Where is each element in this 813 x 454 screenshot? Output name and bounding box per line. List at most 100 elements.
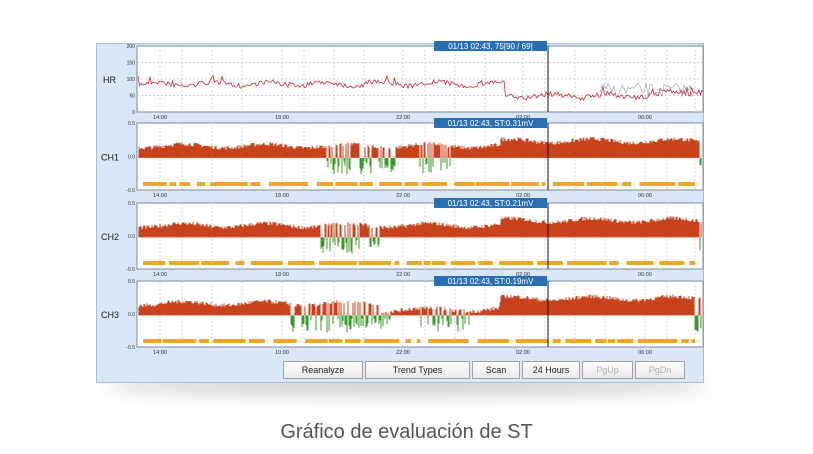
event-mark: [678, 182, 695, 186]
event-mark: [235, 261, 245, 265]
hr-trace: [137, 74, 703, 102]
cursor-readout: 01/13 02:43, ST:0.31mV: [448, 119, 535, 128]
cursor-readout: 01/13 02:43, ST:0.21mV: [448, 199, 535, 208]
event-mark: [637, 339, 678, 343]
readout-box: [434, 276, 547, 286]
y-tick-label: -0.5: [126, 345, 135, 351]
event-mark: [394, 261, 400, 265]
event-mark: [170, 182, 177, 186]
event-mark: [621, 182, 632, 186]
event-mark: [478, 261, 493, 265]
event-mark: [328, 339, 343, 343]
event-mark: [617, 339, 634, 343]
pgdn-button[interactable]: PgDn: [635, 361, 685, 379]
x-tick-label: 02:00: [516, 350, 530, 356]
y-tick-label: 0.0: [128, 234, 135, 240]
x-tick-label: 14:00: [153, 272, 167, 278]
y-tick-label: 0: [132, 110, 135, 116]
event-mark: [379, 182, 402, 186]
x-tick-label: 18:00: [275, 193, 289, 199]
event-mark: [552, 339, 561, 343]
x-tick-label: 22:00: [396, 115, 410, 121]
event-mark: [213, 339, 246, 343]
trend-panel-hr: HR20015010050014:0018:0022:0002:0006:000…: [103, 41, 704, 121]
y-tick-label: 0.5: [128, 201, 135, 207]
event-mark: [428, 339, 469, 343]
scan-button[interactable]: Scan: [472, 361, 520, 379]
event-mark: [477, 339, 510, 343]
x-tick-label: 18:00: [275, 272, 289, 278]
event-mark: [305, 339, 328, 343]
event-mark: [179, 182, 190, 186]
x-tick-label: 18:00: [275, 115, 289, 121]
reanalyze-button[interactable]: Reanalyze: [283, 361, 363, 379]
event-mark: [609, 261, 619, 265]
x-tick-label: 02:00: [516, 193, 530, 199]
readout-box: [434, 198, 547, 208]
event-mark: [250, 261, 283, 265]
event-mark: [162, 339, 197, 343]
event-mark: [201, 261, 230, 265]
24-hours-button[interactable]: 24 Hours: [522, 361, 580, 379]
event-mark: [358, 261, 392, 265]
event-mark: [566, 261, 607, 265]
y-tick-label: 0.5: [128, 121, 135, 127]
event-mark: [689, 261, 695, 265]
event-mark: [626, 261, 654, 265]
event-mark: [475, 182, 510, 186]
event-mark: [607, 339, 616, 343]
event-mark: [541, 182, 546, 186]
event-mark: [168, 261, 200, 265]
event-mark: [691, 339, 695, 343]
channel-label: CH1: [101, 153, 119, 163]
cursor-readout: 01/13 02:43, ST:0.19mV: [448, 277, 535, 286]
y-tick-label: 0.0: [128, 155, 135, 161]
event-mark: [198, 339, 209, 343]
event-mark: [364, 339, 400, 343]
trend-types-button[interactable]: Trend Types: [365, 361, 470, 379]
event-mark: [639, 182, 676, 186]
event-mark: [196, 182, 206, 186]
plot-area: [136, 45, 704, 113]
channel-label: HR: [103, 75, 116, 85]
event-mark: [416, 339, 421, 343]
event-mark: [404, 182, 419, 186]
event-mark: [595, 339, 607, 343]
event-mark: [273, 339, 297, 343]
x-tick-label: 10:00: [275, 350, 289, 356]
x-tick-label: 02:00: [516, 272, 530, 278]
y-tick-label: 150: [127, 61, 136, 67]
readout-box: [434, 118, 547, 128]
event-mark: [586, 182, 618, 186]
channel-label: CH2: [101, 232, 119, 242]
trend-panel-ch1: CH1 0.5 0.0 -0.5 14:00 18:00 22:00 02:00 06:00 01…: [101, 118, 704, 199]
figure-caption: Gráfico de evaluación de ST: [280, 421, 533, 443]
x-tick-label: 06:00: [638, 350, 652, 356]
pgup-button[interactable]: PgUp: [582, 361, 633, 379]
y-tick-label: -0.5: [126, 267, 135, 273]
event-mark: [552, 182, 585, 186]
event-mark: [345, 339, 361, 343]
event-mark: [359, 182, 373, 186]
x-tick-label: 14:00: [153, 193, 167, 199]
event-mark: [499, 261, 534, 265]
x-tick-label: 06:00: [638, 115, 652, 121]
x-tick-label: 06:00: [638, 193, 652, 199]
event-mark: [406, 261, 422, 265]
event-mark: [143, 339, 162, 343]
channel-label: CH3: [101, 310, 119, 320]
x-tick-label: 22:00: [396, 272, 410, 278]
event-mark: [659, 261, 685, 265]
event-mark: [248, 339, 265, 343]
event-mark: [288, 261, 315, 265]
event-mark: [454, 182, 475, 186]
event-mark: [335, 182, 358, 186]
y-tick-label: 50: [129, 94, 135, 100]
event-mark: [143, 261, 166, 265]
x-tick-label: 14:00: [153, 115, 167, 121]
event-mark: [565, 339, 592, 343]
event-mark: [431, 261, 446, 265]
y-tick-label: 100: [127, 77, 136, 83]
y-tick-label: 200: [127, 44, 136, 50]
